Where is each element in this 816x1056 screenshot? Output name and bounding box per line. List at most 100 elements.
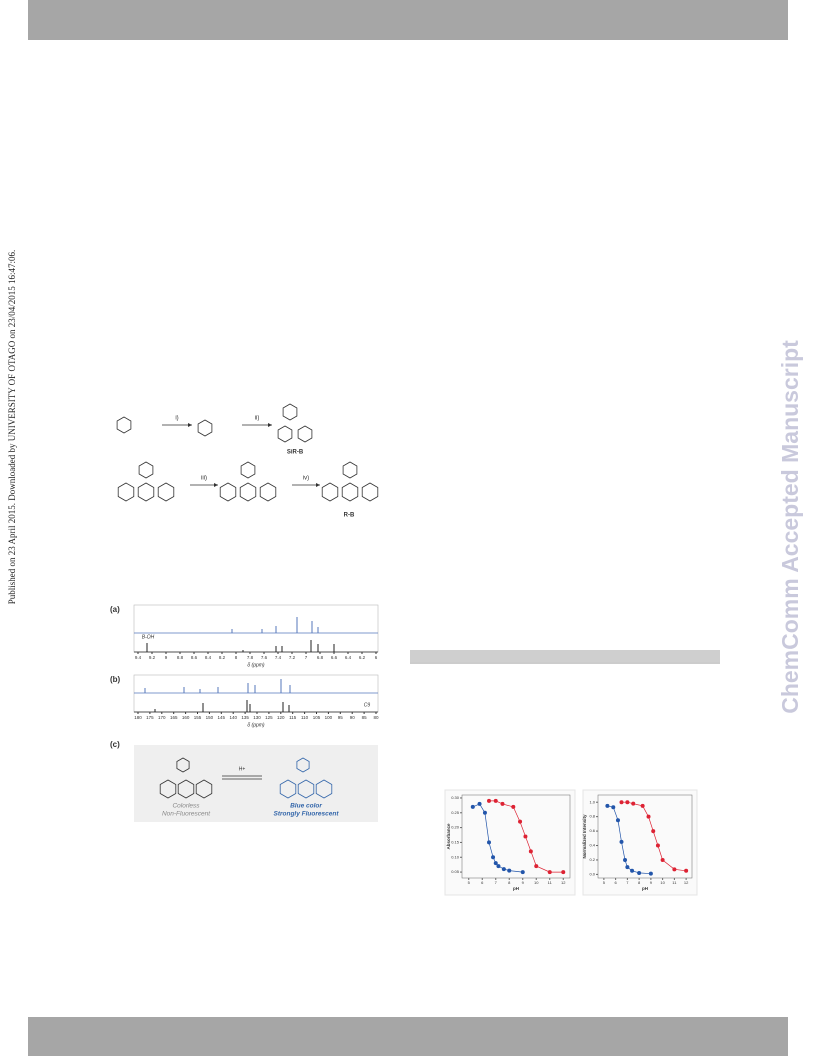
data-point [640,803,645,808]
tick-label: 0.25 [451,810,460,815]
tick-label: 0.15 [451,839,460,844]
tick-label: 95 [338,715,344,720]
panel-label: (a) [110,605,120,614]
tick-label: 90 [350,715,356,720]
arrow-head [316,483,320,487]
data-point [619,839,624,844]
axis-label: δ (ppm) [247,662,265,668]
data-point [646,814,651,819]
data-point [493,798,498,803]
ring [315,779,333,799]
ring [277,425,293,443]
tick-label: 175 [146,715,154,720]
ring [176,757,190,773]
tick-label: 0.10 [451,854,460,859]
state-label: Strongly Fluorescent [273,811,339,818]
chart-frame [444,789,576,896]
data-point [623,857,628,862]
tick-label: 110 [301,715,309,720]
state-label: Non-Fluorescent [162,811,211,818]
step-label: i) [175,416,178,422]
tick-label: 80 [373,715,379,720]
spectrum-frame [133,604,379,653]
data-point [487,840,491,845]
data-point [491,855,496,860]
tick-label: 0.30 [451,795,460,800]
tick-label: 0.05 [451,869,460,874]
data-point [684,868,689,873]
tick-label: 10 [660,880,665,885]
ring [341,482,359,502]
data-point [520,870,525,875]
ring [240,461,256,479]
series-line [472,803,523,873]
data-point [500,801,505,806]
tick-label: 8.2 [219,655,226,660]
ring [197,419,213,437]
header-bar [28,0,788,40]
peak-label: B-OH [142,634,155,640]
tick-label: 115 [289,715,297,720]
data-point [470,804,475,809]
step-label: iii) [201,476,207,482]
tick-label: 11 [672,880,677,885]
axis-label: pH [513,886,519,891]
series-line [621,801,687,872]
tick-label: 105 [313,715,321,720]
data-point [625,865,630,870]
reagent-label: H+ [239,766,246,772]
data-point [655,843,660,848]
tick-label: 85 [362,715,368,720]
side-note: Published on 23 April 2015. Downloaded b… [7,250,17,604]
data-point [507,868,512,873]
tick-label: 7.2 [289,655,296,660]
data-point [547,870,552,875]
panel-label: (b) [110,675,121,684]
tick-label: 8.4 [205,655,212,660]
tick-label: 5 [468,880,471,885]
tick-label: 0.6 [589,828,595,833]
ring [297,779,315,799]
tick-label: 6.6 [331,655,338,660]
tick-label: 12 [561,880,566,885]
ring [138,461,154,479]
data-point [605,803,610,808]
tick-label: 7.8 [247,655,254,660]
data-point [637,870,642,875]
data-point [660,857,665,862]
tick-label: 9.2 [149,655,156,660]
table-header [410,650,720,662]
tick-label: 7 [495,880,498,885]
tick-label: 9.4 [135,655,142,660]
step-label: ii) [255,416,260,422]
tick-label: 0.2 [589,857,595,862]
ring [117,482,135,502]
tick-label: 160 [182,715,190,720]
tick-label: 8 [235,655,238,660]
tick-label: 9 [522,880,525,885]
data-point [523,834,528,839]
data-point [518,819,523,824]
tick-label: 130 [253,715,261,720]
data-point [625,800,630,805]
ring [296,757,310,773]
peak-label: C9 [364,702,371,708]
watermark: ChemComm Accepted Manuscript [777,340,803,714]
plot-area [461,794,571,879]
tick-label: 7.6 [261,655,268,660]
state-label: Blue color [290,803,322,810]
data-point [630,868,635,873]
tick-label: 6 [375,655,378,660]
tick-label: 140 [229,715,237,720]
series-line [489,800,564,873]
ring [137,482,155,502]
tick-label: 100 [325,715,333,720]
tick-label: 7 [626,880,629,885]
ring [361,482,379,502]
tick-label: 9 [165,655,168,660]
tick-label: 11 [548,880,553,885]
axis-label: δ (ppm) [247,722,265,728]
tick-label: 165 [170,715,178,720]
spectrum-frame [133,674,379,713]
